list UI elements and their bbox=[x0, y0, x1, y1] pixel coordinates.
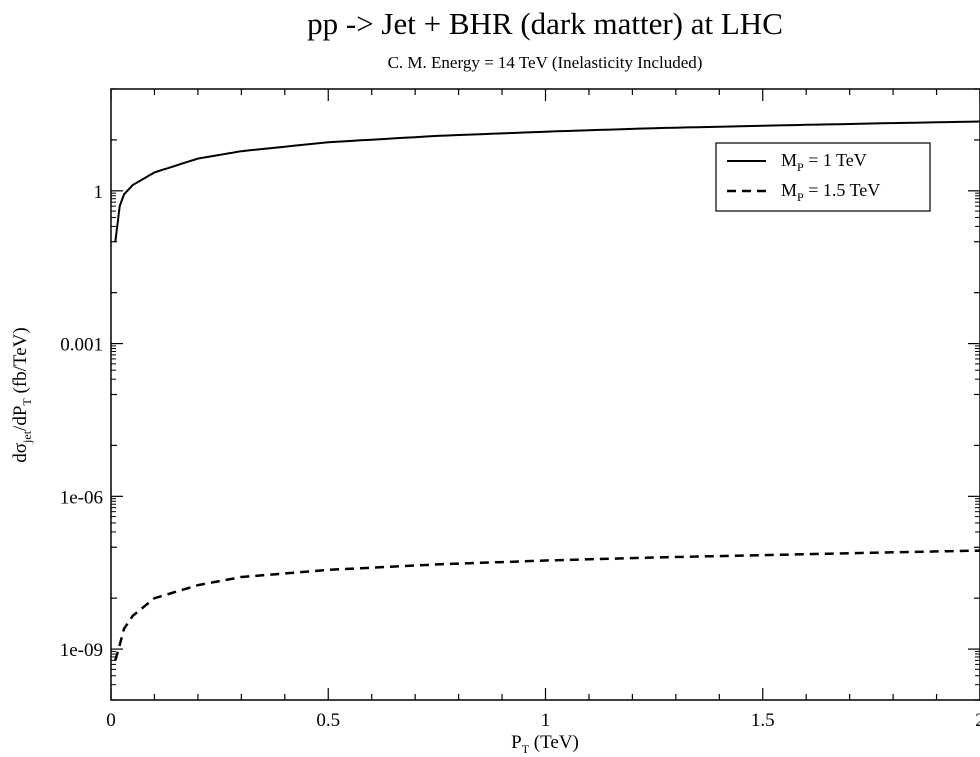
y-tick-label: 1e-06 bbox=[60, 487, 103, 508]
x-axis-label: PT (TeV) bbox=[511, 732, 579, 756]
legend: MP = 1 TeV MP = 1.5 TeV bbox=[715, 142, 931, 212]
y-tick-labels: 1 0.001 1e-06 1e-09 bbox=[60, 182, 103, 661]
x-tick-label: 1.5 bbox=[751, 710, 775, 731]
x-tick-label: 2 bbox=[975, 710, 980, 731]
legend-label-series-2: MP = 1.5 TeV bbox=[781, 180, 880, 204]
x-tick-label: 0 bbox=[106, 710, 116, 731]
chart-subtitle: C. M. Energy = 14 TeV (Inelasticity Incl… bbox=[388, 53, 703, 72]
series-line-2 bbox=[114, 549, 980, 661]
series-lines bbox=[114, 120, 980, 661]
y-tick-label: 0.001 bbox=[60, 335, 103, 356]
legend-label-series-1: MP = 1 TeV bbox=[781, 150, 867, 174]
chart-title: pp -> Jet + BHR (dark matter) at LHC bbox=[307, 6, 783, 41]
x-tick-labels: 0 0.5 1 1.5 2 bbox=[106, 710, 980, 731]
x-tick-label: 0.5 bbox=[316, 710, 340, 731]
axis-ticks bbox=[110, 88, 980, 701]
y-tick-label: 1e-09 bbox=[60, 640, 103, 661]
x-tick-label: 1 bbox=[541, 710, 551, 731]
series-line-1 bbox=[114, 120, 980, 242]
y-axis-label: dσjet/dPT (fb/TeV) bbox=[10, 327, 34, 462]
legend-box bbox=[715, 142, 931, 212]
y-tick-label: 1 bbox=[94, 182, 104, 203]
